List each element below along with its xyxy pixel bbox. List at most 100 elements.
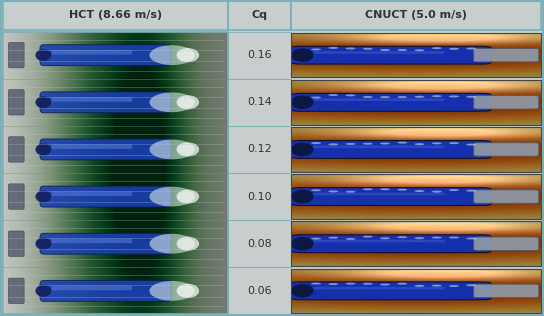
Ellipse shape xyxy=(311,283,321,284)
FancyBboxPatch shape xyxy=(474,96,539,109)
Ellipse shape xyxy=(380,188,390,190)
FancyBboxPatch shape xyxy=(313,240,444,242)
FancyBboxPatch shape xyxy=(474,237,539,250)
Ellipse shape xyxy=(466,190,476,192)
FancyBboxPatch shape xyxy=(313,192,444,195)
Ellipse shape xyxy=(397,96,407,98)
Ellipse shape xyxy=(328,94,338,96)
FancyBboxPatch shape xyxy=(40,45,171,66)
Ellipse shape xyxy=(397,49,407,51)
Ellipse shape xyxy=(328,190,338,192)
FancyBboxPatch shape xyxy=(313,51,444,54)
FancyBboxPatch shape xyxy=(8,137,24,162)
FancyBboxPatch shape xyxy=(8,89,24,115)
Ellipse shape xyxy=(449,48,459,50)
Ellipse shape xyxy=(449,285,459,287)
Ellipse shape xyxy=(328,237,338,239)
Text: 0.14: 0.14 xyxy=(248,97,272,107)
Ellipse shape xyxy=(363,283,373,285)
Ellipse shape xyxy=(432,95,442,97)
Ellipse shape xyxy=(291,48,313,62)
Ellipse shape xyxy=(380,283,390,286)
Ellipse shape xyxy=(150,281,195,301)
FancyBboxPatch shape xyxy=(291,94,491,111)
Ellipse shape xyxy=(397,283,407,285)
Ellipse shape xyxy=(177,284,199,298)
Ellipse shape xyxy=(415,285,424,287)
Ellipse shape xyxy=(150,187,195,206)
FancyBboxPatch shape xyxy=(40,186,171,207)
Ellipse shape xyxy=(150,234,195,254)
Ellipse shape xyxy=(291,143,313,156)
FancyBboxPatch shape xyxy=(313,145,444,148)
Ellipse shape xyxy=(311,48,321,51)
FancyBboxPatch shape xyxy=(291,46,491,64)
Ellipse shape xyxy=(311,142,321,144)
Ellipse shape xyxy=(291,284,313,298)
FancyBboxPatch shape xyxy=(40,139,171,160)
FancyBboxPatch shape xyxy=(40,280,171,301)
Ellipse shape xyxy=(311,96,321,99)
Ellipse shape xyxy=(177,237,199,251)
Ellipse shape xyxy=(380,237,390,239)
Ellipse shape xyxy=(397,142,407,143)
Ellipse shape xyxy=(432,47,442,49)
Ellipse shape xyxy=(35,49,51,61)
Ellipse shape xyxy=(291,237,313,251)
Ellipse shape xyxy=(345,191,356,193)
FancyBboxPatch shape xyxy=(313,98,444,101)
Ellipse shape xyxy=(150,45,195,65)
FancyBboxPatch shape xyxy=(474,143,539,156)
Ellipse shape xyxy=(328,47,338,49)
Ellipse shape xyxy=(397,236,407,238)
FancyBboxPatch shape xyxy=(8,184,24,209)
FancyBboxPatch shape xyxy=(40,92,171,113)
Ellipse shape xyxy=(363,48,373,50)
Text: CNUCT (5.0 m/s): CNUCT (5.0 m/s) xyxy=(365,10,467,20)
Ellipse shape xyxy=(177,95,199,109)
Ellipse shape xyxy=(311,189,321,191)
Ellipse shape xyxy=(363,188,373,190)
Ellipse shape xyxy=(35,285,51,297)
Ellipse shape xyxy=(177,143,199,156)
Ellipse shape xyxy=(291,95,313,109)
FancyBboxPatch shape xyxy=(291,188,491,205)
Ellipse shape xyxy=(35,143,51,155)
Ellipse shape xyxy=(35,238,51,250)
Ellipse shape xyxy=(291,190,313,204)
Text: 0.06: 0.06 xyxy=(248,286,272,296)
Ellipse shape xyxy=(345,238,356,240)
Text: 0.08: 0.08 xyxy=(248,239,272,249)
Text: 0.10: 0.10 xyxy=(248,191,272,202)
Ellipse shape xyxy=(432,237,442,239)
Ellipse shape xyxy=(449,95,459,97)
FancyBboxPatch shape xyxy=(474,48,539,62)
Ellipse shape xyxy=(363,96,373,98)
FancyBboxPatch shape xyxy=(8,278,24,304)
Ellipse shape xyxy=(432,285,442,287)
Ellipse shape xyxy=(380,49,390,51)
Ellipse shape xyxy=(35,96,51,108)
Ellipse shape xyxy=(345,47,356,50)
Ellipse shape xyxy=(397,189,407,191)
FancyBboxPatch shape xyxy=(291,141,491,158)
Ellipse shape xyxy=(150,140,195,159)
Ellipse shape xyxy=(449,236,459,239)
Ellipse shape xyxy=(35,191,51,203)
Ellipse shape xyxy=(328,283,338,285)
FancyBboxPatch shape xyxy=(291,235,491,252)
Ellipse shape xyxy=(415,143,424,145)
Ellipse shape xyxy=(363,143,373,145)
Ellipse shape xyxy=(432,191,442,192)
Text: 0.12: 0.12 xyxy=(248,144,272,155)
FancyBboxPatch shape xyxy=(52,239,132,243)
FancyBboxPatch shape xyxy=(52,50,132,55)
FancyBboxPatch shape xyxy=(52,97,132,102)
Text: HCT (8.66 m/s): HCT (8.66 m/s) xyxy=(69,10,162,20)
Ellipse shape xyxy=(415,96,424,98)
Ellipse shape xyxy=(345,143,356,145)
Ellipse shape xyxy=(311,238,321,240)
FancyBboxPatch shape xyxy=(8,231,24,257)
Text: 0.16: 0.16 xyxy=(248,50,272,60)
FancyBboxPatch shape xyxy=(52,144,132,149)
